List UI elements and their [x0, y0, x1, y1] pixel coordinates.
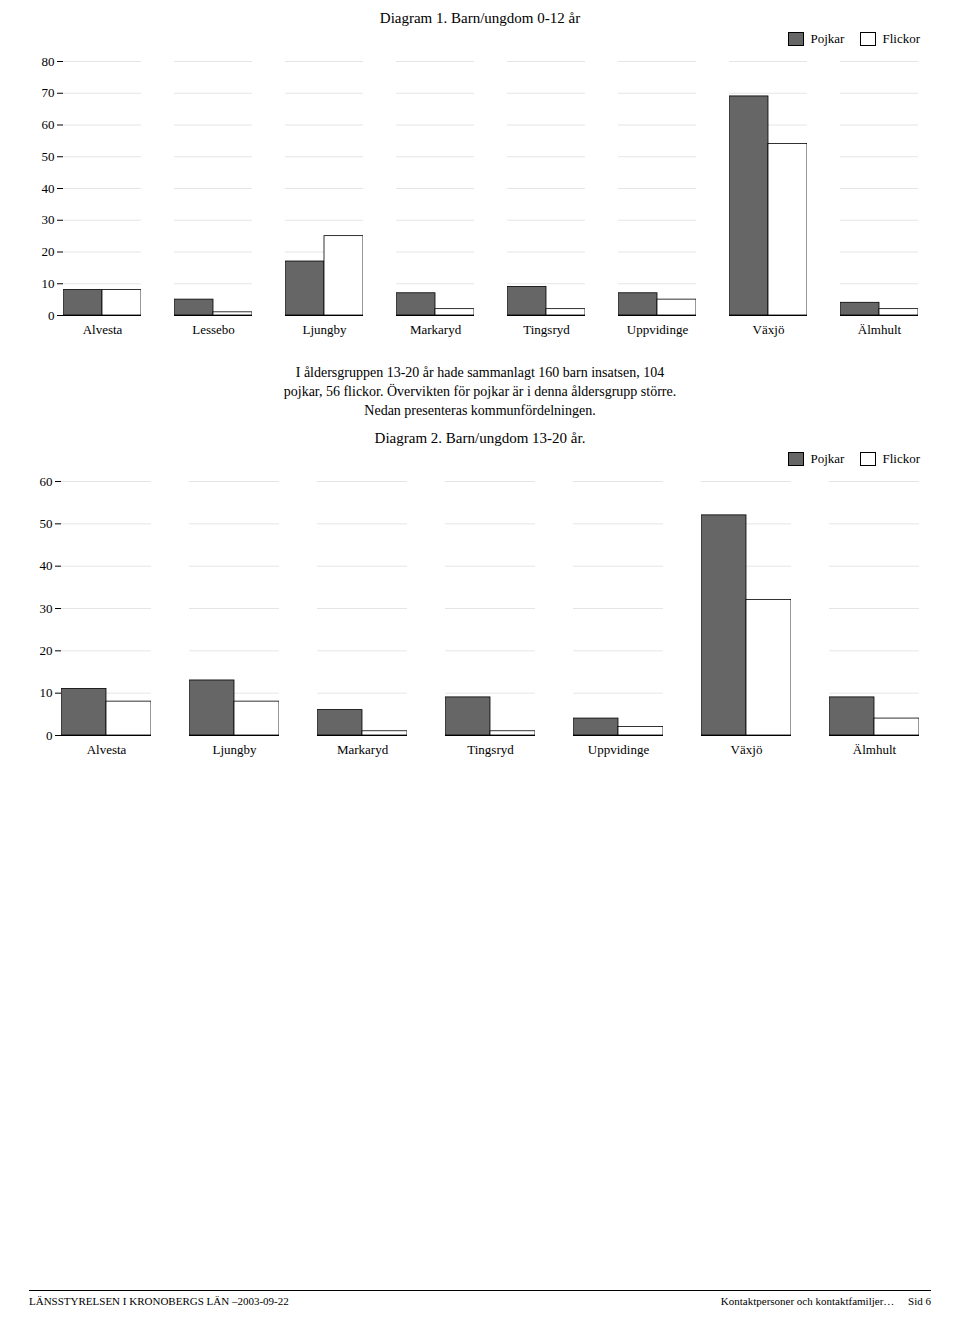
svg-text:20: 20 [40, 643, 53, 658]
svg-text:Växjö: Växjö [731, 742, 763, 757]
svg-text:60: 60 [42, 117, 55, 132]
svg-text:50: 50 [40, 516, 53, 531]
svg-text:0: 0 [46, 728, 53, 743]
svg-text:Alvesta: Alvesta [87, 742, 127, 757]
svg-text:Lessebo: Lessebo [192, 322, 235, 337]
svg-text:Alvesta: Alvesta [83, 322, 123, 337]
html-text:Diagram 1. Barn/ungdom 0-12 år: Diagram 1. Barn/ungdom 0-12 år [379, 10, 581, 26]
svg-text:70: 70 [42, 85, 55, 100]
svg-text:30: 30 [40, 601, 53, 616]
svg-text:Markaryd: Markaryd [410, 322, 462, 337]
svg-text:Växjö: Växjö [753, 322, 785, 337]
html-text:pojkar, 56 flickor. Övervikten: pojkar, 56 flickor. Övervikten för pojka… [283, 384, 677, 399]
svg-text:40: 40 [40, 558, 53, 573]
svg-text:Ljungby: Ljungby [302, 322, 347, 337]
html-text:Pojkar: Pojkar [810, 31, 845, 46]
html-text:I åldersgruppen 13-20 år hade: I åldersgruppen 13-20 år hade sammanlagt… [295, 365, 665, 380]
svg-text:80: 80 [42, 54, 55, 69]
svg-text:Ljungby: Ljungby [212, 742, 257, 757]
svg-text:10: 10 [40, 685, 53, 700]
svg-text:Tingsryd: Tingsryd [467, 742, 514, 757]
html-text:Pojkar: Pojkar [810, 451, 845, 466]
svg-text:60: 60 [40, 474, 53, 489]
svg-text:Älmhult: Älmhult [853, 742, 897, 757]
html-text:Flickor: Flickor [882, 31, 920, 46]
svg-text:30: 30 [42, 212, 55, 227]
svg-text:0: 0 [48, 308, 55, 323]
svg-text:20: 20 [42, 244, 55, 259]
svg-text:40: 40 [42, 181, 55, 196]
svg-text:Älmhult: Älmhult [858, 322, 902, 337]
svg-text:Uppvidinge: Uppvidinge [627, 322, 689, 337]
html-text:Nedan presenteras kommunfördel: Nedan presenteras kommunfördelningen. [364, 403, 596, 418]
svg-text:Markaryd: Markaryd [337, 742, 389, 757]
svg-text:10: 10 [42, 276, 55, 291]
html-text:LÄNSSTYRELSEN I KRONOBERGS LÄN: LÄNSSTYRELSEN I KRONOBERGS LÄN –2003-09-… [29, 1295, 289, 1307]
html-text:Flickor: Flickor [882, 451, 920, 466]
svg-text:Tingsryd: Tingsryd [523, 322, 570, 337]
html-text:Diagram 2. Barn/ungdom 13-20 å: Diagram 2. Barn/ungdom 13-20 år. [374, 430, 586, 446]
html-text:Kontaktpersoner och kontaktfam: Kontaktpersoner och kontaktfamiljer… Sid… [720, 1295, 931, 1307]
svg-text:50: 50 [42, 149, 55, 164]
svg-text:Uppvidinge: Uppvidinge [588, 742, 650, 757]
